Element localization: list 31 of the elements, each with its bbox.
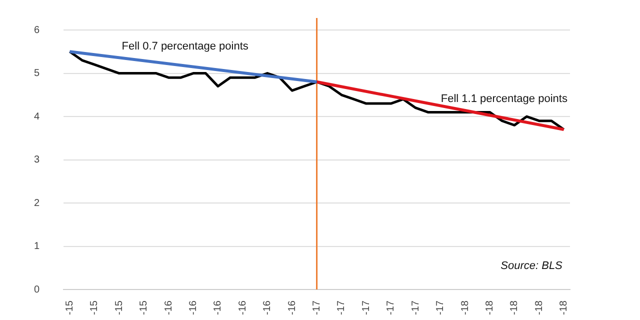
x-tick-label: -15 bbox=[64, 300, 76, 315]
annotation: Fell 1.1 percentage points bbox=[440, 93, 568, 106]
x-tick-label: -16 bbox=[262, 300, 274, 315]
y-tick-label: 5 bbox=[34, 68, 40, 80]
x-tick-label: -16 bbox=[188, 300, 200, 315]
x-tick-label: -17 bbox=[386, 300, 397, 315]
x-tick-label: -17 bbox=[336, 300, 348, 315]
y-tick-label: 2 bbox=[34, 198, 40, 209]
y-tick-label: 3 bbox=[34, 154, 40, 166]
y-tick-label: 1 bbox=[34, 241, 40, 252]
x-tick-label: -16 bbox=[212, 300, 224, 315]
y-tick-label: 0 bbox=[34, 284, 40, 296]
annotation: Fell 0.7 percentage points bbox=[122, 40, 249, 52]
x-tick-label: -17 bbox=[312, 300, 323, 315]
x-tick-label: -17 bbox=[360, 300, 372, 315]
y-tick-label: 4 bbox=[34, 111, 40, 122]
annotation: Source: BLS bbox=[500, 260, 564, 272]
x-tick-label: -16 bbox=[286, 300, 298, 315]
x-tick-label: -18 bbox=[460, 300, 471, 315]
x-tick-label: -18 bbox=[534, 300, 545, 315]
x-tick-label: -15 bbox=[114, 300, 125, 315]
x-tick-label: -18 bbox=[558, 300, 570, 315]
x-tick-label: -16 bbox=[237, 300, 248, 315]
y-tick-label: 6 bbox=[34, 24, 40, 36]
x-tick-label: -15 bbox=[89, 300, 100, 315]
x-tick-label: -18 bbox=[509, 300, 520, 315]
x-tick-label: -17 bbox=[435, 300, 446, 315]
x-tick-label: -18 bbox=[484, 300, 496, 315]
x-tick-label: -17 bbox=[410, 300, 422, 315]
x-tick-label: -16 bbox=[163, 300, 174, 315]
x-tick-label: -15 bbox=[138, 300, 150, 315]
